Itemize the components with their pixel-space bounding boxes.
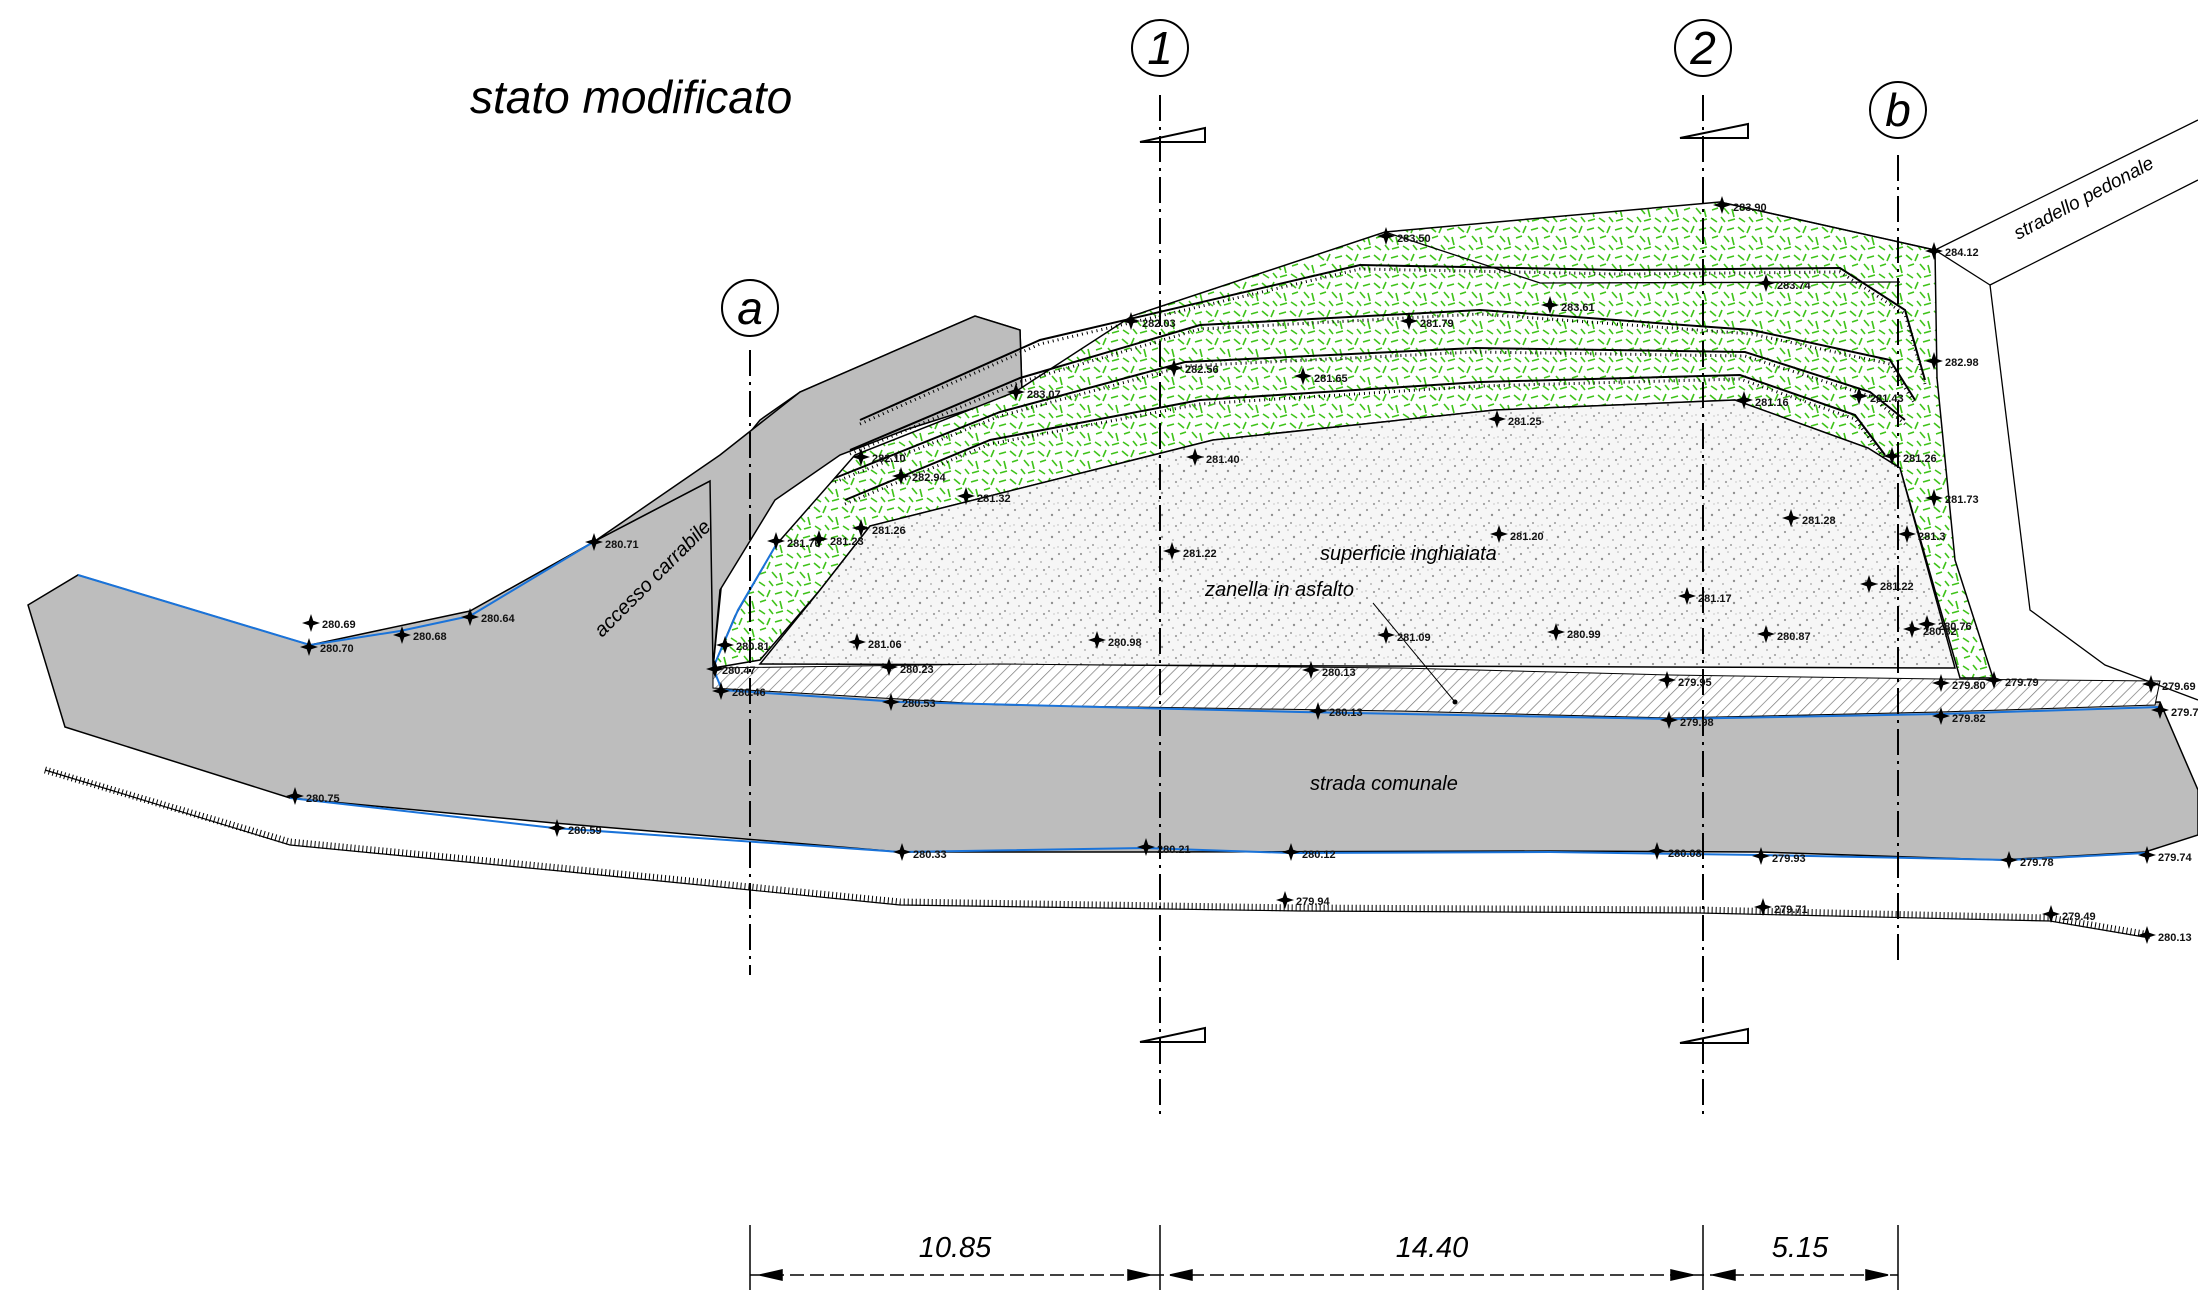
elevation-label: 279.94: [1296, 896, 1331, 908]
gutter-leader-dot: [1452, 699, 1458, 705]
elevation-label: 284.12: [1945, 247, 1979, 259]
dimension-value-2: 14.40: [1396, 1232, 1469, 1264]
elevation-label: 281.73: [1945, 494, 1979, 506]
elevation-label: 281.22: [1183, 548, 1217, 560]
elevation-label: 281.06: [868, 639, 902, 651]
elevation-label: 279.69: [2162, 681, 2196, 693]
section-bubble-a: [721, 279, 779, 337]
elevation-label: 282.94: [912, 472, 947, 484]
elevation-label: 280.69: [322, 619, 356, 631]
elevation-label: 281.25: [1508, 416, 1542, 428]
elevation-label: 279.71: [1774, 904, 1808, 916]
drawing-title: stato modificato: [470, 71, 792, 123]
elevation-label: 283.50: [1397, 233, 1431, 245]
section-cut-markers: [1139, 122, 1749, 1044]
elevation-label: 282.56: [1185, 364, 1219, 376]
elevation-label: 281.40: [1206, 454, 1240, 466]
elevation-label: 281.17: [1698, 593, 1732, 605]
section-label-2: 2: [1689, 22, 1716, 74]
elevation-label: 281.65: [1314, 373, 1348, 385]
elevation-label: 280.71: [605, 539, 639, 551]
gravel-label: superficie inghiaiata: [1320, 543, 1497, 565]
elevation-label: 280.47: [722, 665, 756, 677]
elevation-label: 281.09: [1397, 632, 1431, 644]
elevation-label: 281.23: [830, 536, 864, 548]
elevation-label: 280.76: [1938, 621, 1972, 633]
gravel-surface: [758, 399, 1956, 669]
elevation-label: 282.10: [872, 453, 906, 465]
elevation-label: 280.13: [2158, 932, 2192, 944]
road-label: strada comunale: [1310, 773, 1458, 795]
elevation-label: 279.74: [2158, 852, 2193, 864]
elevation-label: 281.32: [977, 493, 1011, 505]
elevation-label: 280.68: [413, 631, 447, 643]
elevation-label: 280.13: [1329, 707, 1363, 719]
elevation-label: 283.61: [1561, 302, 1595, 314]
lower-embankment-ticks: [44, 766, 2151, 939]
elevation-label: 280.70: [320, 643, 354, 655]
elevation-label: 280.75: [306, 793, 340, 805]
elevation-label: 280.59: [568, 825, 602, 837]
elevation-label: 280.64: [481, 613, 516, 625]
elevation-label: 280.12: [1302, 849, 1336, 861]
lower-embankment-line: [44, 769, 2151, 939]
section-label-1: 1: [1147, 22, 1173, 74]
elevation-label: 279.79: [2005, 677, 2039, 689]
section-bubble-1: [1131, 19, 1189, 77]
elevation-label: 280.82: [1923, 626, 1957, 638]
elevation-label: 283.90: [1733, 202, 1767, 214]
elevation-label: 281.26: [1903, 453, 1937, 465]
elevation-label: 282.03: [1142, 318, 1176, 330]
elevation-label: 279.80: [1952, 680, 1986, 692]
elevation-label: 280.33: [913, 849, 947, 861]
embankment-contour-ticks: [834, 267, 1927, 506]
elevation-label: 280.08: [1668, 848, 1702, 860]
footpath-label: stradello pedonale: [2010, 153, 2157, 244]
elevation-label: 280.21: [1157, 844, 1191, 856]
driveway-ramp: [594, 315, 1023, 669]
elevation-label: 282.98: [1945, 357, 1979, 369]
elevation-label: 281.20: [1510, 531, 1544, 543]
elevation-label: 283.74: [1777, 280, 1812, 292]
elevation-label: 280.81: [736, 641, 770, 653]
section-bubble-b: [1869, 81, 1927, 139]
section-label-b: b: [1885, 84, 1911, 136]
embankment-contours: [834, 263, 1926, 501]
dimension-value-3: 5.15: [1772, 1232, 1829, 1264]
elevation-label: 279.93: [1772, 853, 1806, 865]
elevation-points: 280.69 280.70 280.68 280.64 280.71 282.1…: [286, 196, 2198, 944]
elevation-label: 280.53: [902, 698, 936, 710]
elevation-label: 280.13: [1322, 667, 1356, 679]
elevation-label: 281.79: [1420, 318, 1454, 330]
elevation-label: 281.28: [1802, 515, 1836, 527]
elevation-label: 281.22: [1880, 581, 1914, 593]
dimension-line: [749, 1225, 1899, 1290]
elevation-label: 283.07: [1027, 389, 1061, 401]
elevation-label: 281.26: [872, 525, 906, 537]
section-bubble-2: [1674, 19, 1732, 77]
gutter-label: zanella in asfalto: [1204, 579, 1354, 601]
elevation-label: 280.99: [1567, 629, 1601, 641]
elevation-label: 281.76: [787, 538, 821, 550]
elevation-label: 280.87: [1777, 631, 1811, 643]
elevation-label: 281.43: [1870, 393, 1904, 405]
elevation-label: 279.78: [2020, 857, 2054, 869]
section-label-a: a: [737, 282, 763, 334]
elevation-label: 279.98: [1680, 717, 1714, 729]
elevation-label: 279.7: [2171, 707, 2198, 719]
gutter-leader-line: [1372, 602, 1456, 703]
elevation-label: 279.49: [2062, 911, 2096, 923]
elevation-label: 280.46: [732, 687, 766, 699]
elevation-label: 281.3: [1918, 531, 1946, 543]
dimension-value-1: 10.85: [919, 1232, 992, 1264]
elevation-label: 281.16: [1755, 397, 1789, 409]
elevation-label: 279.82: [1952, 713, 1986, 725]
elevation-label: 280.98: [1108, 637, 1142, 649]
elevation-label: 280.23: [900, 664, 934, 676]
elevation-label: 279.95: [1678, 677, 1712, 689]
